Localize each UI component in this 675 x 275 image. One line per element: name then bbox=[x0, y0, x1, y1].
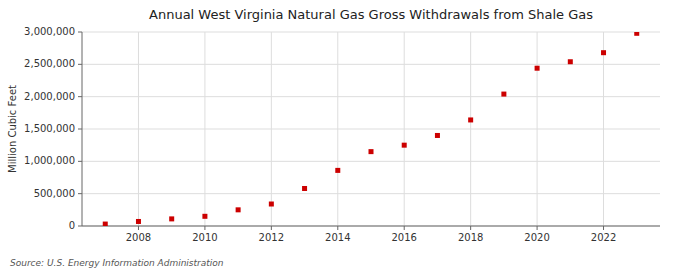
axes: 0 500,000 1,000,000 1,500,000 2,000,000 2,500… bbox=[24, 26, 660, 243]
x-tick-label: 2008 bbox=[126, 232, 151, 243]
y-grid-line bbox=[82, 161, 660, 162]
title: Annual West Virginia Natural Gas Gross W… bbox=[149, 7, 593, 22]
data-point bbox=[468, 117, 473, 122]
data-point bbox=[103, 222, 108, 226]
y-tick-label: 0 bbox=[69, 220, 75, 231]
x-grid-line bbox=[404, 32, 405, 226]
data-point bbox=[402, 143, 407, 148]
data-point bbox=[335, 168, 340, 173]
data-point bbox=[202, 214, 207, 219]
x-tick bbox=[537, 226, 538, 230]
x-tick bbox=[603, 226, 604, 230]
x-grid-line bbox=[603, 32, 604, 226]
y-tick-label: 1,500,000 bbox=[24, 123, 75, 134]
y-tick bbox=[78, 193, 82, 194]
data-point bbox=[236, 207, 241, 212]
y-grid-line bbox=[82, 96, 660, 97]
x-grid-line bbox=[204, 32, 205, 226]
y-axis-line bbox=[82, 32, 83, 226]
y-tick-label: 2,500,000 bbox=[24, 58, 75, 69]
data-point bbox=[369, 149, 374, 154]
x-tick-label: 2016 bbox=[391, 232, 416, 243]
y-tick bbox=[78, 64, 82, 65]
data-point bbox=[136, 219, 141, 224]
data-point bbox=[501, 92, 506, 97]
y-tick bbox=[78, 226, 82, 227]
x-tick bbox=[271, 226, 272, 230]
x-tick bbox=[337, 226, 338, 230]
x-tick-label: 2018 bbox=[458, 232, 483, 243]
data-point bbox=[601, 50, 606, 55]
y-tick-label: 2,000,000 bbox=[24, 91, 75, 102]
x-tick bbox=[404, 226, 405, 230]
x-tick-label: 2012 bbox=[259, 232, 284, 243]
grid bbox=[82, 32, 660, 226]
y-tick bbox=[78, 32, 82, 33]
y-tick bbox=[78, 96, 82, 97]
data-point bbox=[535, 66, 540, 71]
y-tick bbox=[78, 161, 82, 162]
x-tick-label: 2022 bbox=[591, 232, 616, 243]
y-tick-label: 3,000,000 bbox=[24, 26, 75, 37]
x-tick bbox=[204, 226, 205, 230]
data-point bbox=[634, 32, 639, 36]
data-point bbox=[568, 59, 573, 64]
y-axis-label: Million Cubic Feet bbox=[7, 85, 18, 173]
x-tick-label: 2020 bbox=[524, 232, 549, 243]
y-grid-line bbox=[82, 64, 660, 65]
y-grid-line bbox=[82, 226, 660, 227]
x-grid-line bbox=[271, 32, 272, 226]
data-point bbox=[302, 186, 307, 191]
points bbox=[103, 32, 639, 226]
x-tick bbox=[138, 226, 139, 230]
x-grid-line bbox=[537, 32, 538, 226]
x-grid-line bbox=[138, 32, 139, 226]
y-grid-line bbox=[82, 193, 660, 194]
source-note: Source: U.S. Energy Information Administ… bbox=[10, 258, 224, 268]
x-axis-line bbox=[82, 226, 660, 227]
y-tick-label: 1,000,000 bbox=[24, 155, 75, 166]
x-grid-line bbox=[470, 32, 471, 226]
x-tick-label: 2010 bbox=[192, 232, 217, 243]
x-grid-line bbox=[337, 32, 338, 226]
y-grid-line bbox=[82, 32, 660, 33]
x-tick-label: 2014 bbox=[325, 232, 350, 243]
chart: 0 500,000 1,000,000 1,500,000 2,000,000 2,500… bbox=[0, 0, 675, 275]
data-point bbox=[269, 202, 274, 207]
y-grid-line bbox=[82, 129, 660, 130]
x-tick bbox=[470, 226, 471, 230]
data-point bbox=[435, 133, 440, 138]
y-tick bbox=[78, 129, 82, 130]
chart-container: 0 500,000 1,000,000 1,500,000 2,000,000 2,500… bbox=[0, 0, 675, 275]
y-tick-label: 500,000 bbox=[34, 188, 75, 199]
data-point bbox=[169, 216, 174, 221]
